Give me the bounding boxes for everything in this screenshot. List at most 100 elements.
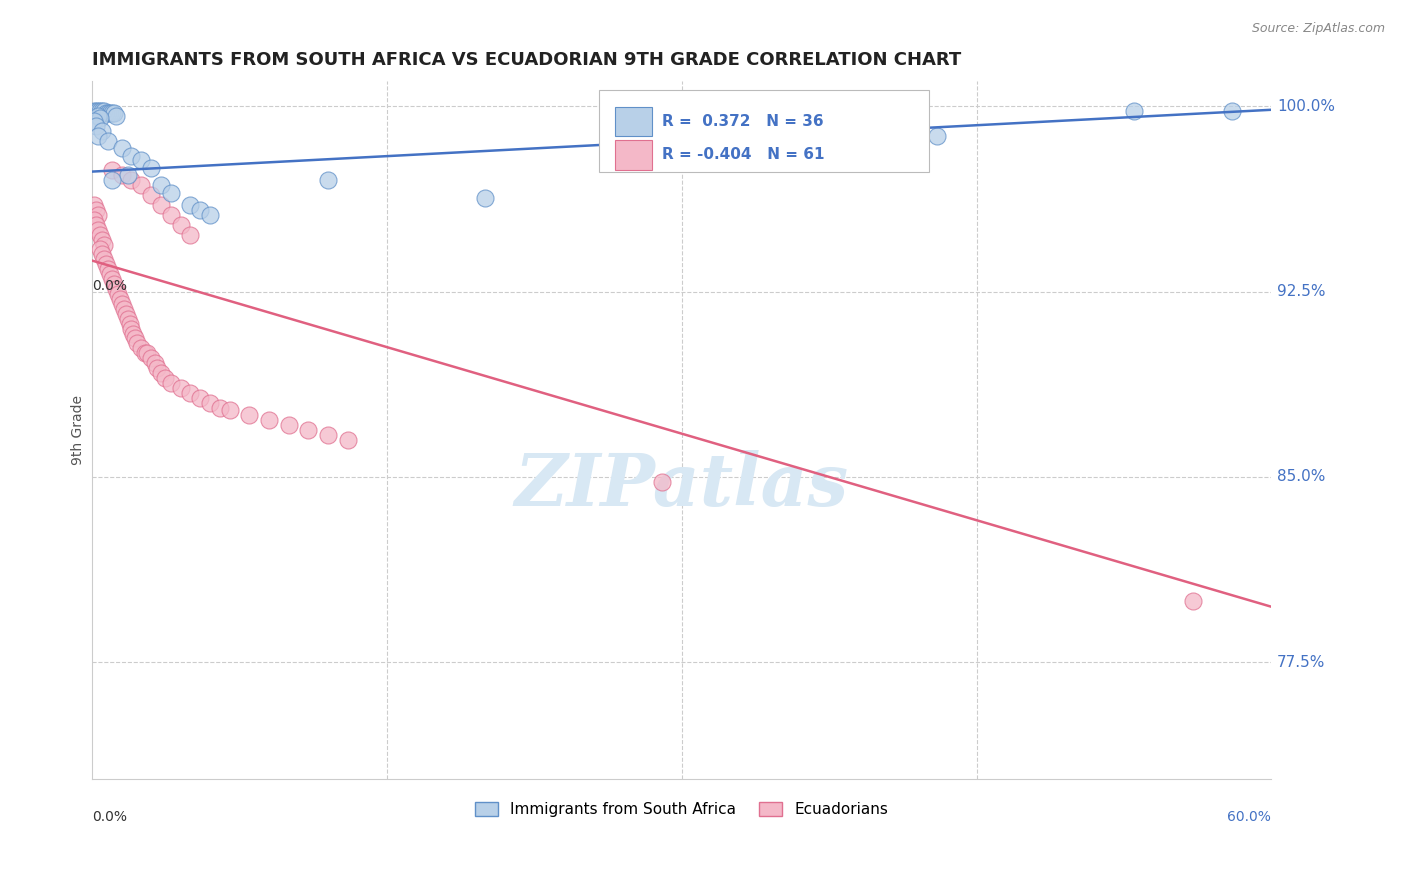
Text: 85.0%: 85.0% (1277, 469, 1326, 484)
Point (188, 391, 211, 405)
Point (111, 141, 134, 155)
Point (136, 346, 159, 360)
Point (107, 287, 129, 301)
Point (83, 212, 105, 227)
Point (91, 247, 114, 261)
Point (101, 173, 124, 187)
Point (149, 178, 172, 193)
Point (179, 198, 201, 212)
Point (101, 272, 124, 286)
Point (112, 301, 135, 316)
Point (122, 326, 145, 341)
Point (83, 198, 105, 212)
Point (84, 218, 107, 232)
Point (121, 321, 143, 335)
Point (198, 396, 221, 410)
Text: R =  0.372   N = 36: R = 0.372 N = 36 (662, 114, 824, 129)
Point (159, 186, 181, 200)
Point (89, 227, 111, 242)
Point (139, 351, 162, 366)
FancyBboxPatch shape (614, 107, 652, 136)
Text: 0.0%: 0.0% (93, 810, 127, 824)
Point (179, 385, 201, 400)
Point (690, 153, 713, 168)
Point (139, 188, 162, 202)
Point (121, 173, 143, 187)
Point (124, 331, 146, 345)
Point (98, 106, 121, 120)
Point (146, 361, 169, 376)
Point (474, 190, 496, 204)
Point (114, 307, 136, 321)
Point (87, 109, 110, 123)
Point (83, 103, 105, 118)
Point (927, 128, 949, 143)
Point (91, 233, 114, 247)
Point (91, 103, 114, 118)
Point (84, 202, 107, 217)
Point (257, 413, 280, 427)
Point (97, 134, 120, 148)
Point (198, 208, 221, 222)
Point (97, 262, 120, 277)
Text: 92.5%: 92.5% (1277, 284, 1326, 299)
Point (87, 208, 110, 222)
Point (111, 297, 134, 311)
Point (651, 475, 673, 489)
Point (104, 109, 127, 123)
Point (159, 208, 181, 222)
Text: 60.0%: 60.0% (1227, 810, 1271, 824)
FancyBboxPatch shape (599, 90, 929, 172)
Point (98, 267, 121, 281)
Point (277, 417, 299, 432)
Point (153, 371, 176, 385)
Point (87, 128, 110, 143)
Text: R = -0.404   N = 61: R = -0.404 N = 61 (662, 147, 824, 162)
Point (179, 227, 201, 242)
Point (103, 106, 125, 120)
Point (93, 252, 115, 267)
Text: 100.0%: 100.0% (1277, 99, 1336, 113)
Point (143, 356, 166, 370)
Point (89, 112, 111, 126)
Text: IMMIGRANTS FROM SOUTH AFRICA VS ECUADORIAN 9TH GRADE CORRELATION CHART: IMMIGRANTS FROM SOUTH AFRICA VS ECUADORI… (93, 51, 962, 69)
FancyBboxPatch shape (614, 140, 652, 169)
Point (93, 237, 115, 252)
Point (104, 282, 127, 296)
Point (87, 223, 110, 237)
Point (108, 292, 131, 306)
Point (336, 433, 359, 447)
Point (149, 366, 172, 380)
Y-axis label: 9th Grade: 9th Grade (72, 395, 86, 465)
Point (169, 381, 191, 395)
Point (84, 103, 107, 118)
Point (131, 178, 153, 193)
Point (101, 106, 124, 120)
Point (101, 163, 124, 178)
Point (1181, 593, 1204, 607)
Text: 0.0%: 0.0% (93, 279, 127, 293)
Point (297, 423, 319, 437)
Point (87, 103, 110, 118)
Point (94, 257, 117, 271)
Legend: Immigrants from South Africa, Ecuadorians: Immigrants from South Africa, Ecuadorian… (470, 796, 894, 823)
Point (169, 218, 191, 232)
Point (83, 114, 105, 128)
Point (1122, 103, 1144, 118)
Point (159, 376, 181, 390)
Point (117, 311, 139, 326)
Point (89, 103, 111, 118)
Point (208, 401, 231, 415)
Text: 77.5%: 77.5% (1277, 655, 1326, 670)
Text: ZIPatlas: ZIPatlas (515, 450, 849, 521)
Point (91, 124, 114, 138)
Point (89, 243, 111, 257)
Point (188, 202, 211, 217)
Point (118, 317, 141, 331)
Point (94, 106, 117, 120)
Point (218, 403, 240, 417)
Point (117, 169, 139, 183)
Point (103, 277, 125, 291)
Point (1220, 103, 1243, 118)
Point (127, 336, 149, 351)
